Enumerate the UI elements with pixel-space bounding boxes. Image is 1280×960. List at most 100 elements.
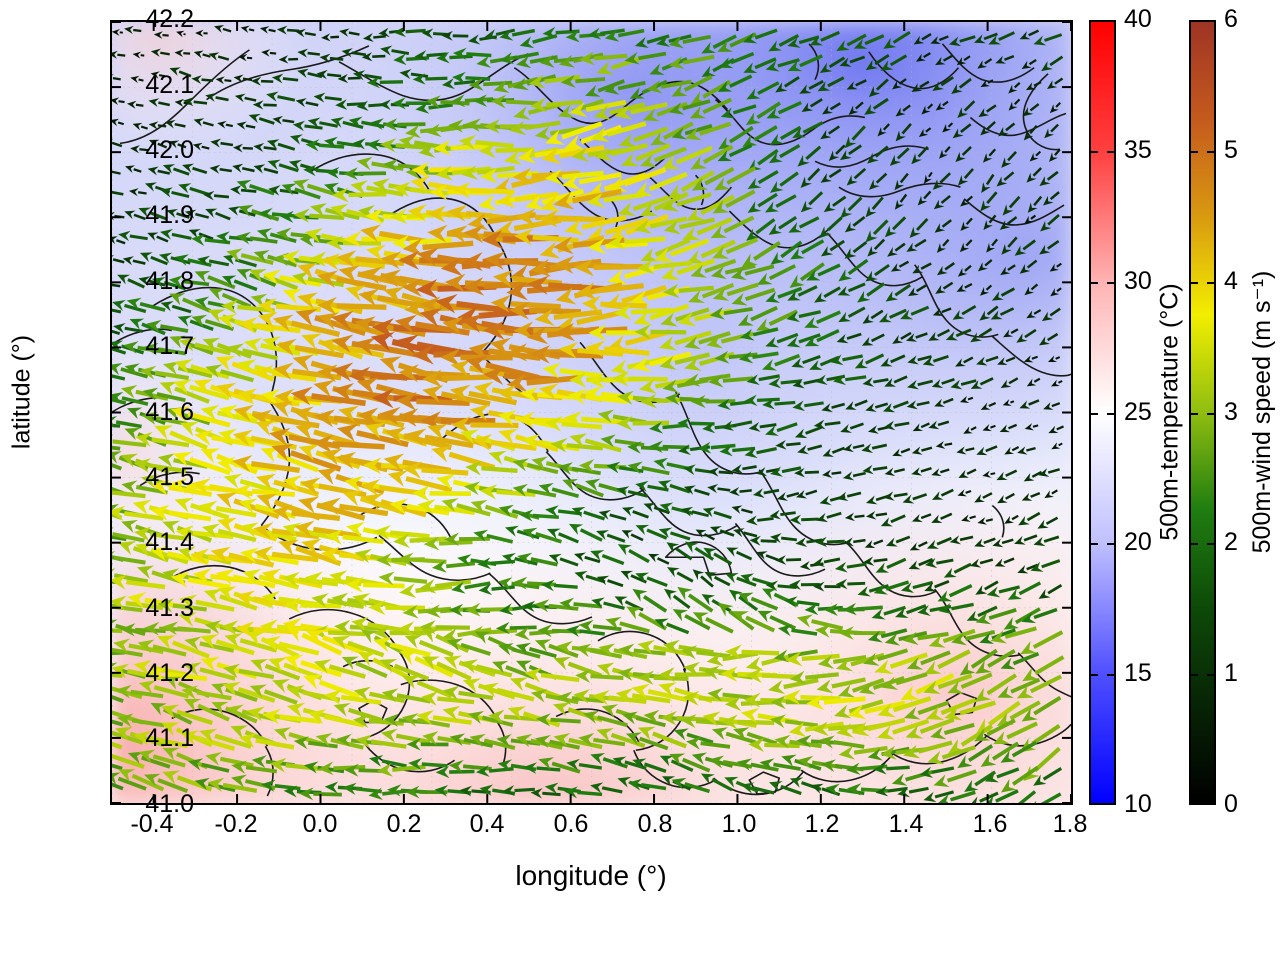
wind-arrow: [538, 210, 605, 228]
wind-arrow: [945, 328, 972, 341]
wind-arrow: [742, 125, 778, 147]
wind-arrow: [830, 354, 863, 366]
wind-arrow: [209, 164, 232, 174]
wind-arrow: [980, 741, 1020, 767]
wind-arrow: [336, 250, 405, 268]
wind-arrow: [541, 579, 578, 592]
wind-arrow: [842, 471, 866, 481]
wind-arrow: [236, 231, 278, 245]
wind-arrow: [867, 145, 889, 164]
wind-arrow: [794, 426, 822, 439]
wind-arrow: [895, 123, 912, 142]
wind-arrow: [380, 728, 431, 745]
wind-arrow: [133, 458, 187, 474]
temperature-colorbar[interactable]: [1089, 20, 1116, 805]
wind-arrow: [801, 98, 823, 112]
wind-arrow: [378, 571, 428, 586]
wind-arrow: [267, 159, 299, 173]
wind-arrow: [789, 514, 819, 525]
wind-arrow: [836, 332, 862, 344]
wind-arrow: [911, 80, 930, 93]
wind-arrow: [731, 505, 753, 514]
wind-arrow: [642, 101, 688, 122]
wind-arrow: [713, 166, 757, 191]
wind-arrow: [517, 146, 578, 164]
wind-arrow: [571, 506, 606, 521]
wind-arrow: [614, 102, 668, 120]
wind-arrow: [948, 35, 976, 47]
wind-arrow: [836, 491, 862, 502]
wind-arrow: [804, 310, 841, 328]
wind-arrow: [874, 652, 928, 674]
wind-arrow: [752, 488, 780, 498]
wind-arrow: [671, 777, 711, 794]
wind-arrow: [1044, 489, 1058, 499]
wind-arrow: [925, 558, 954, 569]
wind-arrow: [861, 333, 885, 346]
wind-arrow: [281, 183, 321, 200]
wind-arrow: [286, 626, 343, 656]
wind-arrow: [800, 167, 821, 189]
wind-arrow: [402, 461, 469, 479]
wind-arrow: [473, 529, 514, 544]
wind-arrow: [931, 378, 955, 389]
wind-arrow: [745, 101, 781, 126]
cbar-temp-ticklabel: 15: [1124, 659, 1152, 687]
wind-arrow: [128, 188, 147, 197]
wind-arrow: [880, 54, 908, 71]
wind-arrow: [745, 515, 774, 526]
wind-arrow: [776, 491, 800, 501]
axis-tickmarks: [112, 22, 1071, 803]
wind-arrow: [509, 120, 561, 136]
wind-arrow: [819, 216, 843, 239]
wind-arrow: [1001, 150, 1017, 168]
wind-arrow: [490, 94, 538, 109]
wind-arrow: [561, 172, 622, 191]
wind-arrow: [895, 104, 911, 117]
wind-arrow: [1014, 239, 1036, 256]
wind-arrow: [957, 264, 972, 277]
wind-arrow: [635, 572, 668, 588]
wind-arrow: [559, 597, 603, 611]
wind-arrow: [139, 252, 169, 266]
wind-arrow: [868, 172, 888, 190]
wind-arrow: [732, 611, 776, 633]
wind-arrow: [468, 78, 513, 91]
wind-arrow: [352, 713, 404, 728]
wind-arrow: [857, 282, 885, 303]
windspeed-colorbar[interactable]: [1189, 20, 1216, 805]
wind-arrow: [922, 354, 949, 366]
wind-arrow: [234, 93, 257, 103]
wind-arrow: [278, 539, 342, 567]
wind-arrow: [242, 569, 300, 590]
wind-arrow: [132, 51, 145, 59]
wind-arrow: [585, 79, 625, 97]
wind-arrow: [997, 677, 1041, 698]
map-plot-area[interactable]: [110, 20, 1073, 805]
wind-arrow: [205, 751, 254, 768]
wind-arrow: [253, 164, 279, 174]
wind-arrow: [1016, 674, 1062, 699]
wind-arrow: [661, 192, 712, 212]
wind-arrow: [193, 378, 253, 404]
wind-arrow: [665, 392, 710, 406]
wind-arrow: [726, 547, 753, 561]
ytick-label: 41.8: [145, 267, 194, 295]
wind-arrow: [168, 275, 210, 288]
wind-arrow: [791, 354, 821, 368]
wind-arrow: [637, 259, 693, 275]
wind-arrow: [150, 504, 212, 522]
xtick-label: 1.0: [721, 810, 757, 838]
wind-arrow: [530, 97, 583, 113]
wind-arrow: [768, 781, 802, 796]
wind-arrow: [452, 71, 491, 84]
wind-arrow: [509, 301, 582, 320]
wind-arrow: [205, 364, 254, 383]
xtick-label: 0.8: [637, 810, 673, 838]
wind-arrow: [1026, 167, 1042, 183]
wind-arrow: [490, 294, 561, 313]
wind-arrow: [984, 767, 1020, 783]
wind-arrow: [451, 581, 491, 594]
wind-arrow: [843, 443, 865, 453]
wind-arrow: [299, 787, 342, 801]
